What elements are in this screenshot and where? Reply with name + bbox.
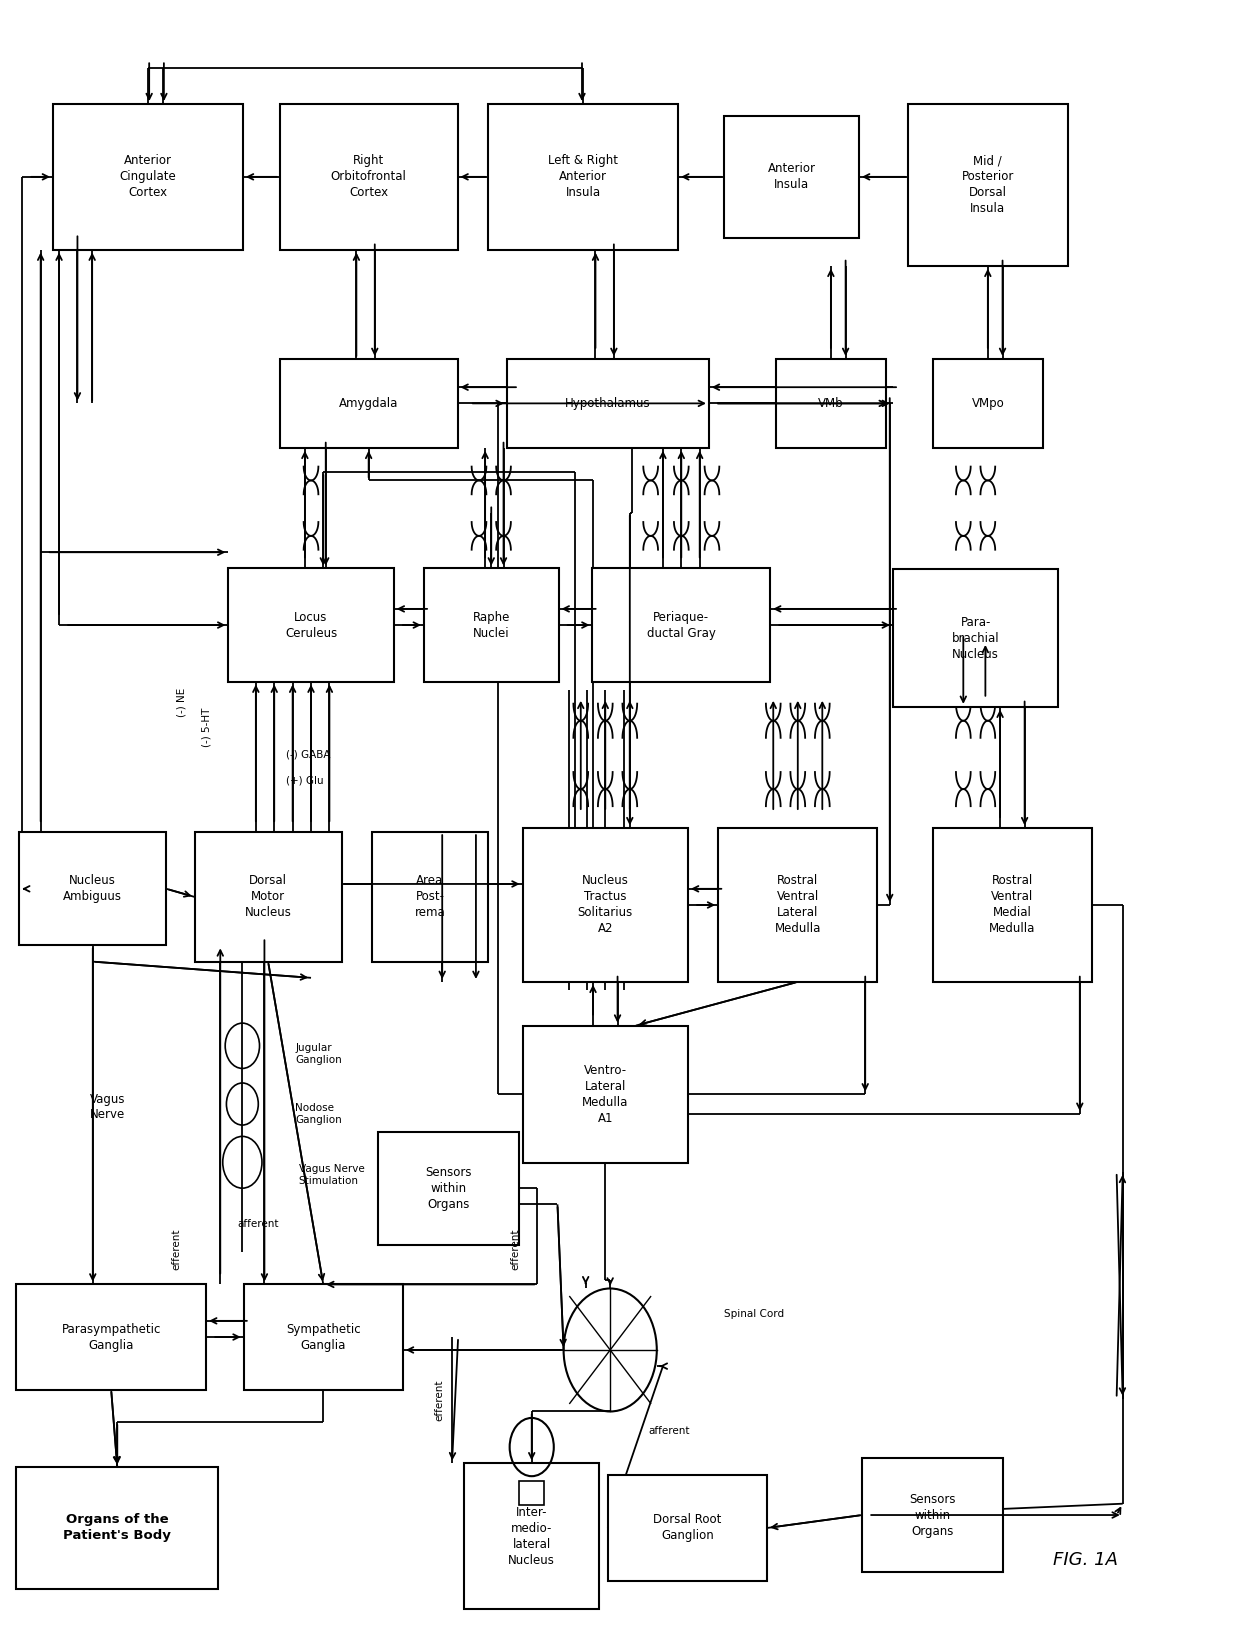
Text: Dorsal Root
Ganglion: Dorsal Root Ganglion: [653, 1513, 722, 1542]
Text: Nucleus
Tractus
Solitarius
A2: Nucleus Tractus Solitarius A2: [578, 875, 632, 935]
FancyBboxPatch shape: [893, 570, 1058, 707]
Text: Periaque-
ductal Gray: Periaque- ductal Gray: [647, 610, 715, 640]
Text: Rostral
Ventral
Lateral
Medulla: Rostral Ventral Lateral Medulla: [775, 875, 821, 935]
FancyBboxPatch shape: [724, 116, 859, 238]
Text: Hypothalamus: Hypothalamus: [565, 397, 651, 410]
Text: (-) 5-HT: (-) 5-HT: [202, 707, 212, 747]
Text: Right
Orbitofrontal
Cortex: Right Orbitofrontal Cortex: [331, 155, 407, 199]
Text: FIG. 1A: FIG. 1A: [1054, 1552, 1118, 1570]
Text: (-) GABA: (-) GABA: [286, 749, 331, 759]
FancyBboxPatch shape: [908, 104, 1068, 266]
Text: Left & Right
Anterior
Insula: Left & Right Anterior Insula: [548, 155, 619, 199]
Text: efferent: efferent: [511, 1229, 521, 1270]
Text: Organs of the
Patient's Body: Organs of the Patient's Body: [63, 1513, 171, 1542]
Text: Area
Post-
rema: Area Post- rema: [414, 875, 445, 919]
Text: Para-
brachial
Nucleus: Para- brachial Nucleus: [952, 615, 999, 661]
Text: Sympathetic
Ganglia: Sympathetic Ganglia: [286, 1322, 361, 1351]
Text: efferent: efferent: [171, 1229, 181, 1270]
FancyBboxPatch shape: [228, 568, 394, 682]
FancyBboxPatch shape: [489, 104, 678, 250]
Text: Vagus Nerve
Stimulation: Vagus Nerve Stimulation: [299, 1164, 365, 1186]
FancyBboxPatch shape: [19, 832, 166, 945]
FancyBboxPatch shape: [932, 827, 1092, 982]
Text: Spinal Cord: Spinal Cord: [724, 1309, 785, 1319]
Text: Raphe
Nuclei: Raphe Nuclei: [472, 610, 510, 640]
FancyBboxPatch shape: [378, 1131, 518, 1245]
Text: afferent: afferent: [649, 1426, 689, 1436]
FancyBboxPatch shape: [53, 104, 243, 250]
FancyBboxPatch shape: [776, 359, 887, 447]
Text: Nucleus
Ambiguus: Nucleus Ambiguus: [63, 875, 123, 904]
Text: (-) NE: (-) NE: [176, 689, 186, 718]
Text: VMpo: VMpo: [971, 397, 1004, 410]
FancyBboxPatch shape: [932, 359, 1043, 447]
Text: Mid /
Posterior
Dorsal
Insula: Mid / Posterior Dorsal Insula: [962, 155, 1014, 215]
Text: Anterior
Insula: Anterior Insula: [768, 162, 816, 191]
FancyBboxPatch shape: [195, 832, 342, 961]
Text: efferent: efferent: [435, 1379, 445, 1421]
Text: VMb: VMb: [818, 397, 843, 410]
Text: Sensors
within
Organs: Sensors within Organs: [909, 1493, 956, 1537]
Text: Anterior
Cingulate
Cortex: Anterior Cingulate Cortex: [119, 155, 176, 199]
FancyBboxPatch shape: [608, 1475, 768, 1580]
FancyBboxPatch shape: [522, 827, 688, 982]
FancyBboxPatch shape: [372, 832, 489, 961]
Text: Jugular
Ganglion: Jugular Ganglion: [295, 1043, 342, 1064]
FancyBboxPatch shape: [718, 827, 878, 982]
Text: Dorsal
Motor
Nucleus: Dorsal Motor Nucleus: [244, 875, 291, 919]
Text: Inter-
medio-
lateral
Nucleus: Inter- medio- lateral Nucleus: [508, 1506, 556, 1567]
FancyBboxPatch shape: [507, 359, 709, 447]
FancyBboxPatch shape: [280, 104, 458, 250]
Text: afferent: afferent: [238, 1219, 279, 1229]
FancyBboxPatch shape: [862, 1459, 1003, 1572]
FancyBboxPatch shape: [243, 1284, 403, 1389]
FancyBboxPatch shape: [520, 1482, 544, 1505]
Text: Locus
Ceruleus: Locus Ceruleus: [285, 610, 337, 640]
Text: (+) Glu: (+) Glu: [286, 775, 324, 785]
Text: Amygdala: Amygdala: [339, 397, 398, 410]
FancyBboxPatch shape: [280, 359, 458, 447]
Text: Nodose
Ganglion: Nodose Ganglion: [295, 1103, 342, 1124]
Text: Rostral
Ventral
Medial
Medulla: Rostral Ventral Medial Medulla: [990, 875, 1035, 935]
Text: Parasympathetic
Ganglia: Parasympathetic Ganglia: [62, 1322, 161, 1351]
FancyBboxPatch shape: [522, 1025, 688, 1164]
FancyBboxPatch shape: [16, 1284, 206, 1389]
FancyBboxPatch shape: [593, 568, 770, 682]
Text: Ventro-
Lateral
Medulla
A1: Ventro- Lateral Medulla A1: [582, 1064, 629, 1124]
FancyBboxPatch shape: [16, 1467, 218, 1588]
Text: Vagus
Nerve: Vagus Nerve: [89, 1093, 125, 1121]
FancyBboxPatch shape: [464, 1464, 599, 1609]
Text: Sensors
within
Organs: Sensors within Organs: [425, 1165, 471, 1211]
FancyBboxPatch shape: [424, 568, 559, 682]
